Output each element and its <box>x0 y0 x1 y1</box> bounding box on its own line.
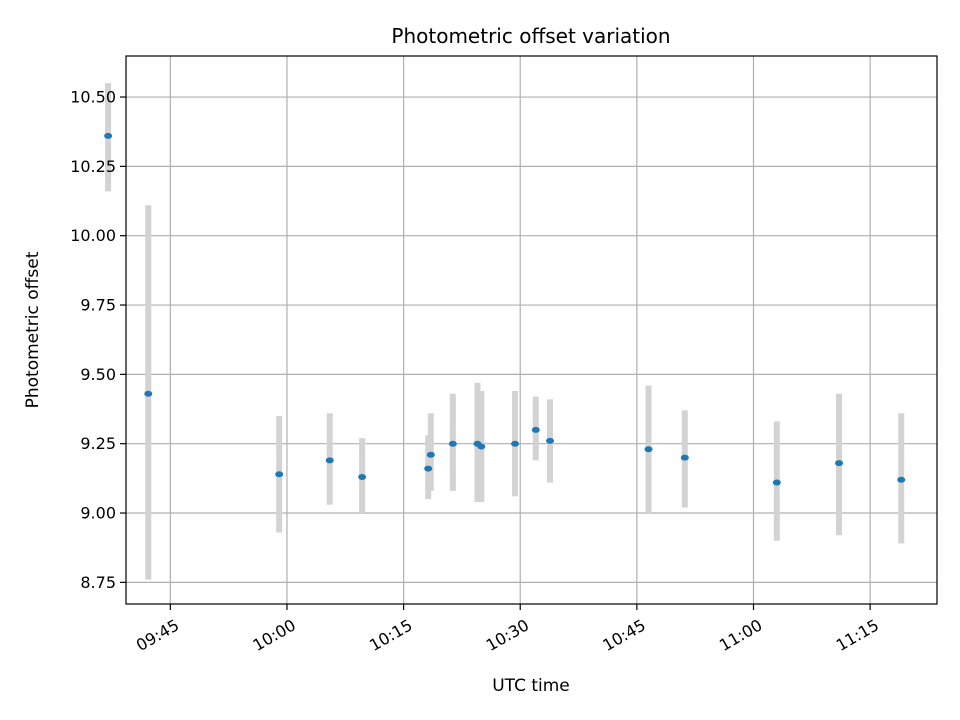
y-tick-label: 8.75 <box>80 573 116 592</box>
data-point <box>897 476 906 483</box>
data-point <box>275 471 284 478</box>
y-tick-label: 10.00 <box>70 226 116 245</box>
grid <box>126 56 937 604</box>
data-point <box>426 451 435 458</box>
y-axis-ticks: 8.75 9.00 9.25 9.50 9.75 10.00 10.25 10.50 <box>70 88 126 592</box>
data-point <box>644 446 653 453</box>
y-tick-label: 10.25 <box>70 157 116 176</box>
y-tick-label: 10.50 <box>70 88 116 107</box>
x-axis-label: UTC time <box>492 676 570 696</box>
data-point <box>424 465 433 472</box>
data-point <box>680 454 689 461</box>
y-tick-label: 9.50 <box>80 365 116 384</box>
plot-frame <box>125 55 938 605</box>
data-point <box>325 457 334 464</box>
y-tick-label: 9.25 <box>80 434 116 453</box>
y-axis-label: Photometric offset <box>23 251 43 408</box>
data-point <box>531 426 540 433</box>
y-tick-label: 9.00 <box>80 504 116 523</box>
data-point <box>477 443 486 450</box>
y-tick-label: 9.75 <box>80 296 116 315</box>
data-point <box>144 390 153 397</box>
data-point <box>772 479 781 486</box>
data-points <box>104 132 906 486</box>
data-point <box>104 132 113 139</box>
data-point <box>511 440 520 447</box>
data-point <box>448 440 457 447</box>
data-point <box>546 437 555 444</box>
data-point <box>835 460 844 467</box>
chart-title: Photometric offset variation <box>391 24 670 48</box>
data-point <box>358 473 367 480</box>
